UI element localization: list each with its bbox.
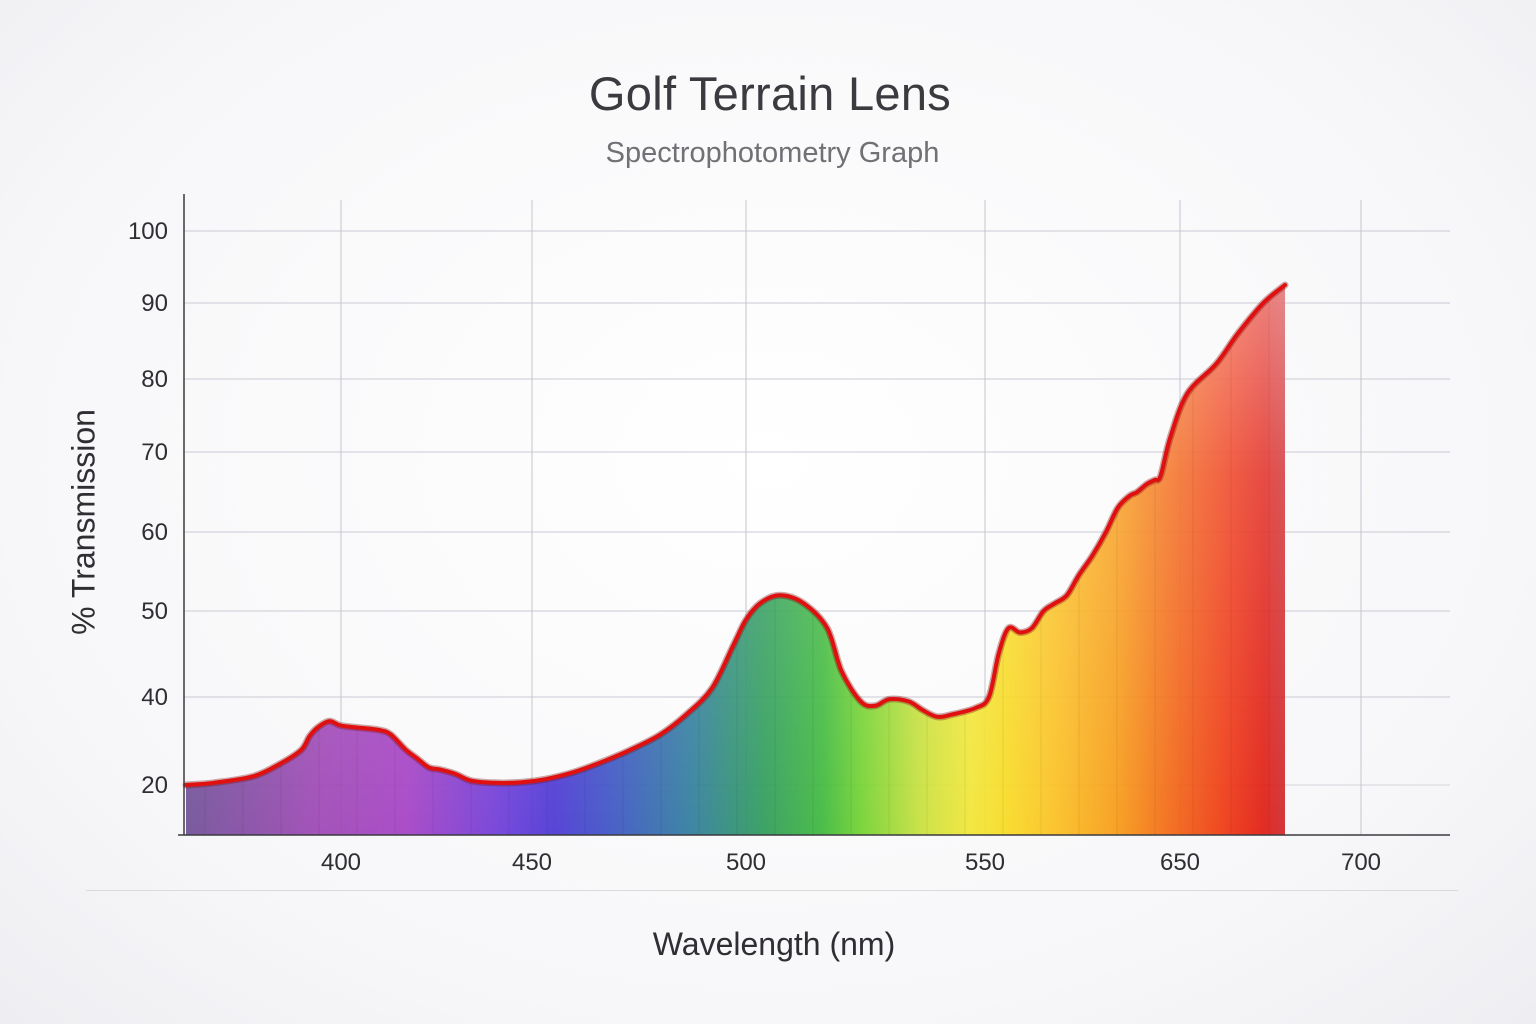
footer-divider xyxy=(86,890,1458,891)
x-tick-label: 400 xyxy=(321,849,361,876)
x-tick-label: 450 xyxy=(512,849,552,876)
y-tick-label: 90 xyxy=(141,290,168,317)
y-tick-label: 20 xyxy=(141,772,168,799)
y-tick-label: 70 xyxy=(141,439,168,466)
x-tick-label: 700 xyxy=(1341,849,1381,876)
spectrum-area-highlight xyxy=(186,285,1285,835)
x-tick-label: 650 xyxy=(1160,849,1200,876)
y-tick-label: 100 xyxy=(128,218,168,245)
y-tick-label: 40 xyxy=(141,684,168,711)
axes xyxy=(178,194,1450,836)
x-tick-label: 550 xyxy=(965,849,1005,876)
tick-labels: 100 90 80 70 60 50 40 20 400 450 500 550 650 700 xyxy=(128,218,1381,876)
chart-title: Golf Terrain Lens xyxy=(588,67,952,120)
y-tick-label: 50 xyxy=(141,598,168,625)
area-layer xyxy=(182,281,1289,835)
x-axis-label: Wavelength (nm) xyxy=(652,926,896,962)
y-tick-label: 60 xyxy=(141,519,168,546)
y-tick-label: 80 xyxy=(141,366,168,393)
series-line xyxy=(184,283,1287,787)
x-tick-label: 500 xyxy=(726,849,766,876)
chart-subtitle: Spectrophotometry Graph xyxy=(605,137,940,169)
